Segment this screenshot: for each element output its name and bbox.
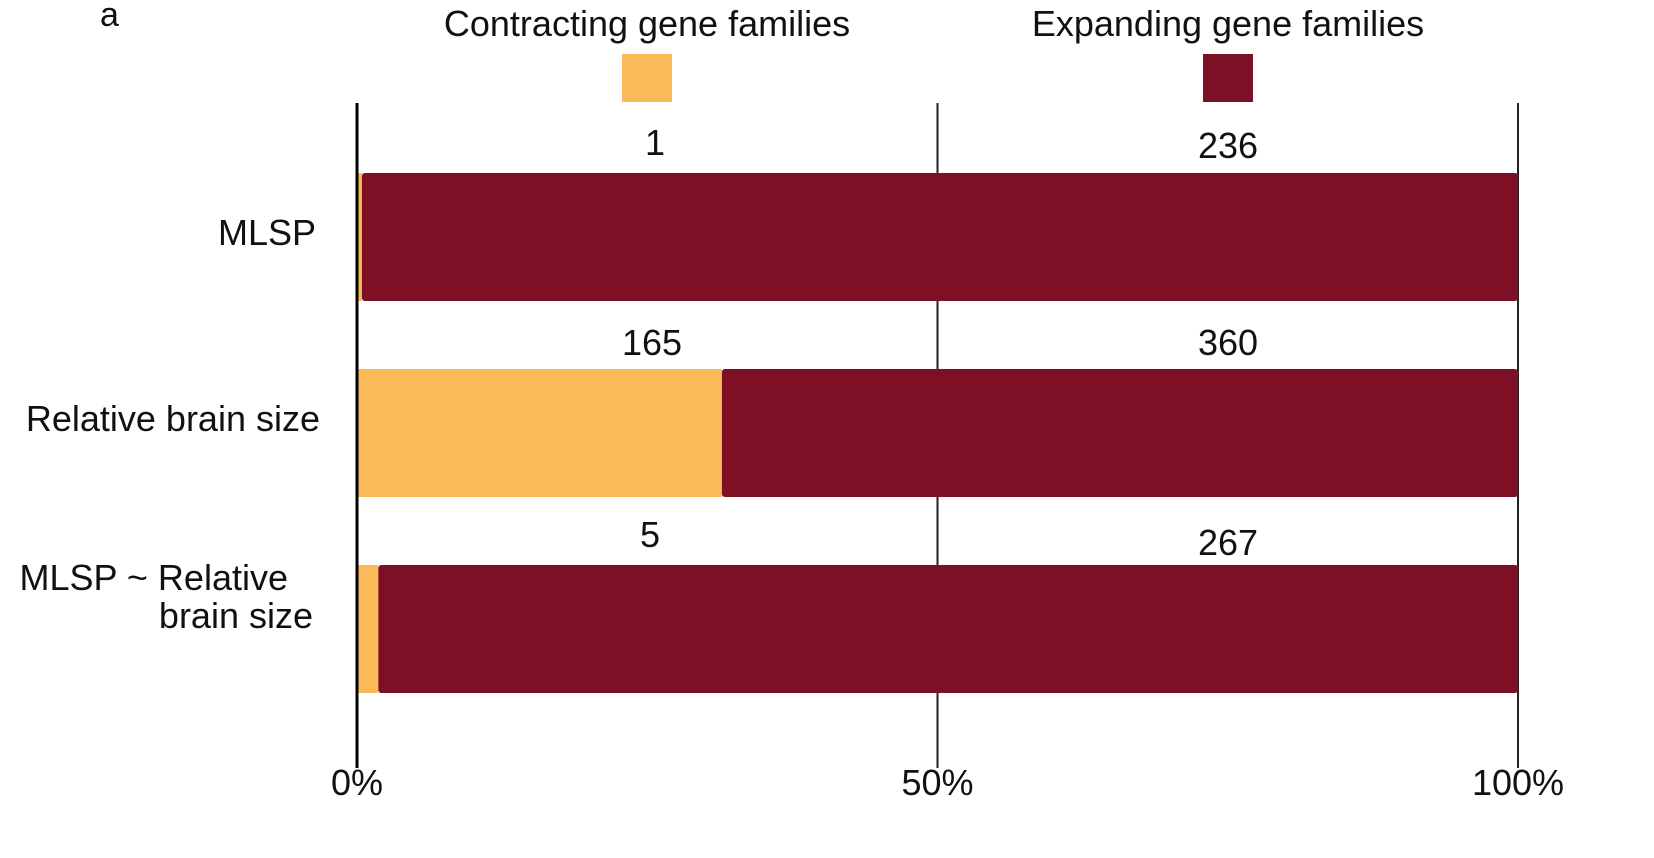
bars: 1 236 165 360 5 267 — [357, 122, 1519, 693]
legend-label: Contracting gene families — [444, 3, 850, 44]
legend-label: Expanding gene families — [1032, 3, 1424, 44]
data-label-contracting: 5 — [640, 514, 660, 555]
legend-swatch — [1203, 54, 1253, 102]
category-label: MLSP ~ Relative — [20, 557, 288, 598]
category-label: Relative brain size — [26, 398, 320, 439]
x-tick-label: 100% — [1472, 762, 1564, 803]
bar-expanding — [361, 173, 1519, 301]
data-label-contracting: 1 — [645, 122, 665, 163]
data-label-expanding: 360 — [1198, 322, 1258, 363]
category-label: brain size — [159, 595, 313, 636]
bar-contracting — [357, 369, 722, 497]
bar-contracting — [357, 173, 362, 301]
category-label: MLSP — [218, 212, 316, 253]
legend-swatch — [622, 54, 672, 102]
x-tick-label: 50% — [901, 762, 973, 803]
category-labels: MLSP Relative brain size MLSP ~ Relativebr… — [20, 212, 320, 636]
panel-label: a — [100, 0, 119, 34]
x-tick-label: 0% — [331, 762, 383, 803]
bar-expanding — [378, 565, 1518, 693]
x-axis: 0% 50% 100% — [331, 103, 1564, 803]
legend: Contracting gene families Expanding gene … — [444, 3, 1424, 102]
data-label-expanding: 236 — [1198, 125, 1258, 166]
data-label-expanding: 267 — [1198, 522, 1258, 563]
bar-contracting — [357, 565, 379, 693]
bar-expanding — [721, 369, 1518, 497]
data-label-contracting: 165 — [622, 322, 682, 363]
